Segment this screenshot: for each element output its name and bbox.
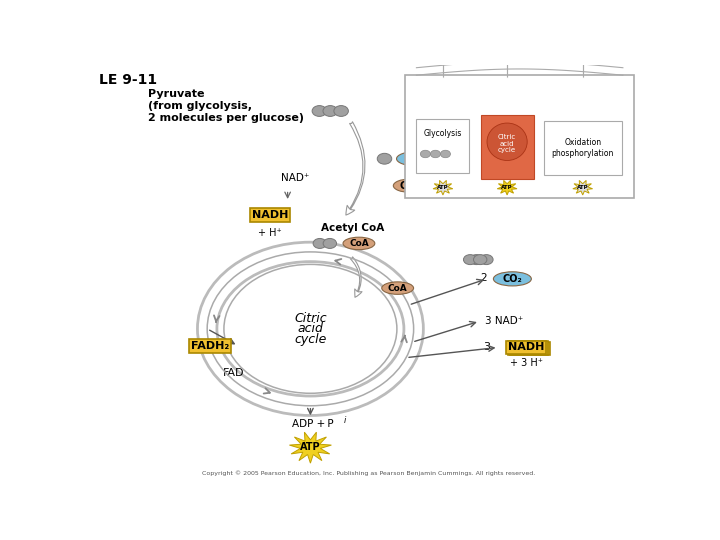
Text: acid: acid: [500, 141, 514, 147]
Circle shape: [323, 106, 338, 117]
Text: Glycolysis: Glycolysis: [424, 130, 462, 138]
Text: + H⁺: + H⁺: [258, 228, 282, 238]
Circle shape: [441, 150, 451, 158]
Text: Copyright © 2005 Pearson Education, Inc. Publishing as Pearson Benjamin Cummings: Copyright © 2005 Pearson Education, Inc.…: [202, 470, 536, 476]
Text: NAD⁺: NAD⁺: [282, 173, 310, 183]
Text: ATP: ATP: [437, 185, 449, 190]
Text: NADH: NADH: [511, 343, 548, 354]
Text: NADH: NADH: [251, 210, 288, 220]
Text: CoA: CoA: [400, 181, 420, 191]
FancyBboxPatch shape: [481, 114, 534, 179]
Circle shape: [334, 106, 348, 117]
Circle shape: [464, 255, 477, 265]
FancyArrowPatch shape: [351, 257, 362, 298]
Polygon shape: [433, 180, 453, 195]
Text: cycle: cycle: [294, 333, 327, 346]
Text: ATP: ATP: [501, 185, 513, 190]
Ellipse shape: [393, 179, 427, 192]
Text: NADH: NADH: [510, 343, 546, 353]
Text: cycle: cycle: [498, 147, 516, 153]
Polygon shape: [289, 432, 331, 463]
Circle shape: [312, 106, 327, 117]
Text: acid: acid: [297, 322, 323, 335]
Circle shape: [377, 153, 392, 164]
Text: Citric: Citric: [294, 312, 327, 325]
Text: ATP: ATP: [300, 442, 320, 453]
Text: LE 9-11: LE 9-11: [99, 72, 158, 86]
Text: Pyruvate
(from glycolysis,
2 molecules per glucose): Pyruvate (from glycolysis, 2 molecules p…: [148, 90, 304, 123]
Text: 2: 2: [480, 273, 487, 283]
Text: + 3 H⁺: + 3 H⁺: [510, 358, 543, 368]
Text: Citric: Citric: [498, 134, 516, 140]
Text: ATP: ATP: [577, 185, 588, 190]
Ellipse shape: [343, 237, 375, 249]
Circle shape: [323, 239, 336, 248]
FancyBboxPatch shape: [405, 75, 634, 198]
Ellipse shape: [382, 282, 413, 294]
FancyBboxPatch shape: [416, 119, 469, 173]
Text: CO₂: CO₂: [503, 274, 522, 284]
Circle shape: [420, 150, 431, 158]
Text: i: i: [344, 416, 346, 425]
FancyBboxPatch shape: [544, 121, 622, 175]
Text: Acetyl CoA: Acetyl CoA: [321, 223, 384, 233]
Circle shape: [474, 255, 487, 265]
Circle shape: [469, 255, 483, 265]
Polygon shape: [573, 180, 593, 195]
Ellipse shape: [397, 152, 434, 166]
Circle shape: [480, 255, 493, 265]
Circle shape: [431, 150, 441, 158]
Text: CoA: CoA: [349, 239, 369, 248]
Text: ADP + P: ADP + P: [292, 420, 334, 429]
Text: Oxidation
phosphorylation: Oxidation phosphorylation: [552, 138, 614, 158]
Text: CoA: CoA: [388, 284, 408, 293]
Ellipse shape: [487, 123, 527, 160]
Text: 3 NAD⁺: 3 NAD⁺: [485, 316, 523, 326]
Text: CO₂: CO₂: [405, 154, 426, 164]
FancyArrowPatch shape: [346, 122, 365, 215]
Ellipse shape: [493, 272, 531, 286]
Polygon shape: [498, 180, 517, 195]
Text: FADH₂: FADH₂: [191, 341, 229, 351]
Text: 3: 3: [483, 342, 490, 353]
Text: NADH: NADH: [508, 342, 544, 353]
Circle shape: [313, 239, 326, 248]
Text: FAD: FAD: [222, 368, 244, 378]
